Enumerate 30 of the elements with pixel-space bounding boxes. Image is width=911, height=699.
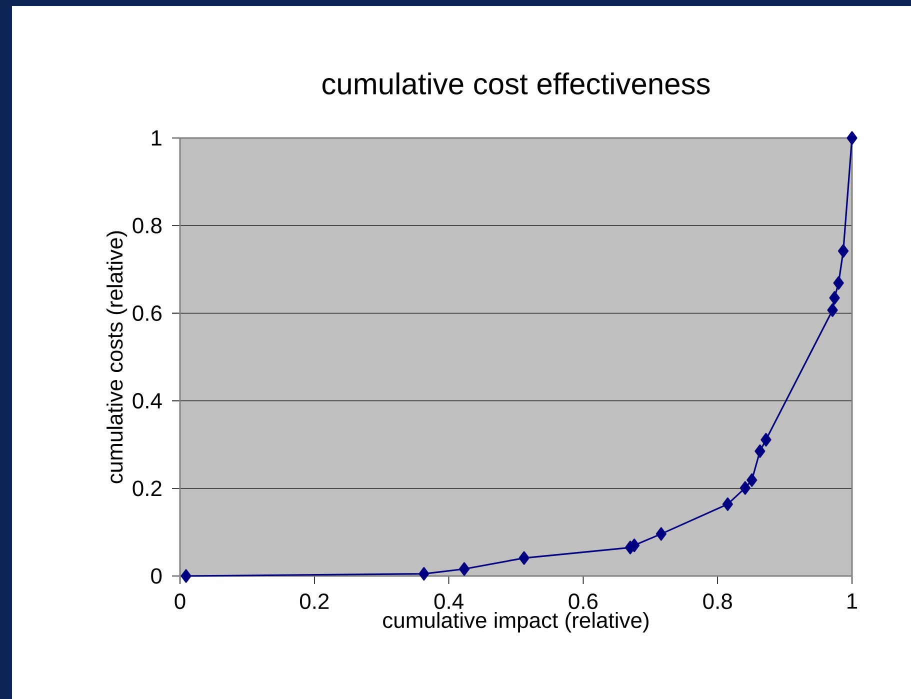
- point: [833, 276, 844, 290]
- x-tick-label: 1: [848, 594, 858, 609]
- point: [740, 481, 750, 495]
- x-tick-label: 0.2: [300, 594, 329, 610]
- y-tick-label: 1: [152, 130, 162, 146]
- point: [656, 527, 666, 541]
- x-tick-label: 0.8: [703, 594, 732, 610]
- y-tick-label: 0.8: [132, 218, 162, 234]
- x-tick-label: 0: [174, 594, 186, 610]
- point: [722, 497, 733, 511]
- point: [754, 444, 766, 458]
- point: [180, 569, 192, 583]
- point: [827, 303, 838, 317]
- point: [746, 473, 758, 487]
- x-tick-label: 0.6: [568, 594, 598, 610]
- chart-title: cumulative cost effectiveness: [322, 72, 710, 94]
- x-axis-title: cumulative impact (relative): [383, 612, 648, 632]
- point: [418, 567, 430, 581]
- x-tick-label: 0.4: [434, 594, 464, 610]
- y-tick-label: 0.4: [132, 393, 162, 409]
- point: [846, 131, 858, 145]
- point: [518, 551, 530, 565]
- y-tick-label: 0: [151, 568, 162, 584]
- point: [458, 562, 470, 576]
- point: [829, 291, 840, 305]
- point: [760, 432, 772, 447]
- y-axis-title: cumulative costs (relative): [106, 231, 128, 484]
- point: [838, 244, 849, 258]
- y-tick-label: 0.6: [132, 305, 162, 321]
- y-tick-label: 0.2: [132, 480, 162, 496]
